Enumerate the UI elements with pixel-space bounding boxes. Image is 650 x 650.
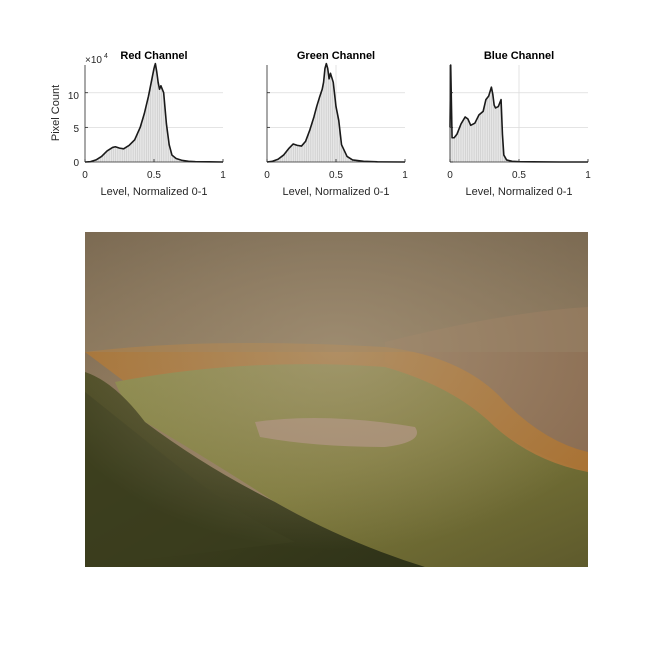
- blue-histogram-panel: Blue Channel 0 0.5 1 Level, Normalized 0…: [447, 50, 591, 198]
- green-x-axis-label: Level, Normalized 0-1: [283, 186, 390, 198]
- red-y-tick-0: 0: [73, 158, 79, 169]
- red-chart-title: Red Channel: [120, 50, 187, 62]
- green-x-tick-0: 0: [264, 170, 270, 181]
- green-histogram-panel: Green Channel 0 0.5 1 Level, Normalized …: [264, 50, 408, 198]
- red-plot-area: [85, 64, 223, 162]
- green-x-tick-1: 1: [402, 170, 408, 181]
- red-x-tick-0: 0: [82, 170, 88, 181]
- green-x-tick-0.5: 0.5: [329, 170, 343, 181]
- green-chart-title: Green Channel: [297, 50, 375, 62]
- red-x-axis-label: Level, Normalized 0-1: [101, 186, 208, 198]
- green-plot-area: [267, 64, 405, 162]
- red-y-axis-label: Pixel Count: [50, 85, 62, 141]
- blue-x-tick-0.5: 0.5: [512, 170, 526, 181]
- source-photo: [85, 232, 588, 567]
- red-y-exponent: 4: [104, 53, 108, 60]
- blue-x-tick-0: 0: [447, 170, 453, 181]
- geothermal-pool-image: [85, 232, 588, 567]
- blue-chart-title: Blue Channel: [484, 50, 554, 62]
- red-y-tick-5: 5: [73, 124, 79, 135]
- blue-x-axis-label: Level, Normalized 0-1: [466, 186, 573, 198]
- red-histogram-panel: Red Channel ×10 4 Pixel Count 0 5 10 0 0…: [50, 50, 226, 198]
- blue-x-tick-1: 1: [585, 170, 591, 181]
- red-y-exponent-base: ×10: [85, 55, 102, 66]
- red-y-tick-10: 10: [68, 91, 80, 102]
- red-x-tick-1: 1: [220, 170, 226, 181]
- red-histogram-fill: [85, 64, 223, 162]
- red-x-tick-0.5: 0.5: [147, 170, 161, 181]
- blue-plot-area: [450, 65, 588, 162]
